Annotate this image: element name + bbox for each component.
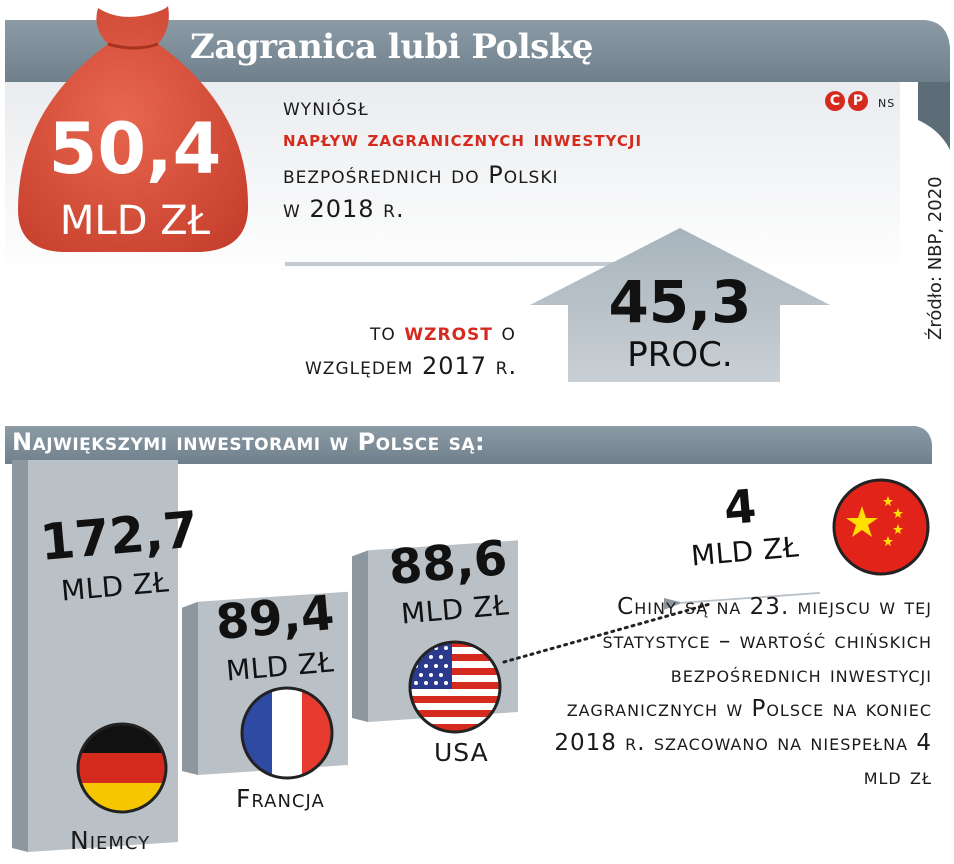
page-title: Zagranica lubi Polskę <box>190 27 594 67</box>
germany-flag-icon <box>76 722 168 814</box>
bar-side-usa <box>352 550 368 722</box>
growth-text-c: o <box>501 318 516 346</box>
bar-chiny <box>664 592 820 610</box>
section-title: Największymi inwestorami w Polsce są: <box>12 428 486 456</box>
bar-value-label-chiny: 4 <box>721 478 759 536</box>
usa-flag-icon <box>408 640 502 734</box>
country-label-niemcy: Niemcy <box>70 826 151 855</box>
headline-line4: w 2018 r. <box>283 195 405 223</box>
bar-side-niemcy <box>12 460 28 852</box>
publisher-logo: C P <box>825 91 868 111</box>
france-flag-icon <box>240 686 334 780</box>
china-flag-icon <box>832 478 930 576</box>
bar-value-label-niemcy: 172,7 <box>37 500 201 572</box>
bar-side-francja <box>182 601 198 775</box>
china-annotation: Chiny są na 23. miejscu w tej statystyce… <box>554 594 932 790</box>
country-label-usa: USA <box>434 738 489 767</box>
growth-value: 45,3 <box>608 268 752 336</box>
growth-unit: PROC. <box>627 335 733 375</box>
bar-front-chiny <box>680 592 820 604</box>
china-connector-line <box>502 602 712 664</box>
bar-side-chiny <box>664 598 680 610</box>
growth-text-line2: względem 2017 r. <box>305 352 518 380</box>
headline-line2: napływ zagranicznych inwestycji <box>283 127 643 152</box>
growth-text-b: wzrost <box>404 318 493 346</box>
country-label-francja: Francja <box>236 784 325 813</box>
header-banner <box>5 6 950 382</box>
headline-line3: bezpośrednich do Polski <box>283 161 559 189</box>
section-banner <box>5 426 932 464</box>
growth-text-line1: to wzrost o <box>370 318 516 346</box>
source-note: Źródło: NBP, 2020 <box>925 176 946 340</box>
headline-line1: wyniósł <box>283 93 369 121</box>
growth-text-a: to <box>370 318 396 346</box>
logo-p-icon: P <box>848 91 868 111</box>
author-initials: ns <box>878 92 896 111</box>
logo-c-icon: C <box>825 91 845 111</box>
headline-unit: MLD ZŁ <box>59 198 211 244</box>
headline-value: 50,4 <box>48 108 222 190</box>
